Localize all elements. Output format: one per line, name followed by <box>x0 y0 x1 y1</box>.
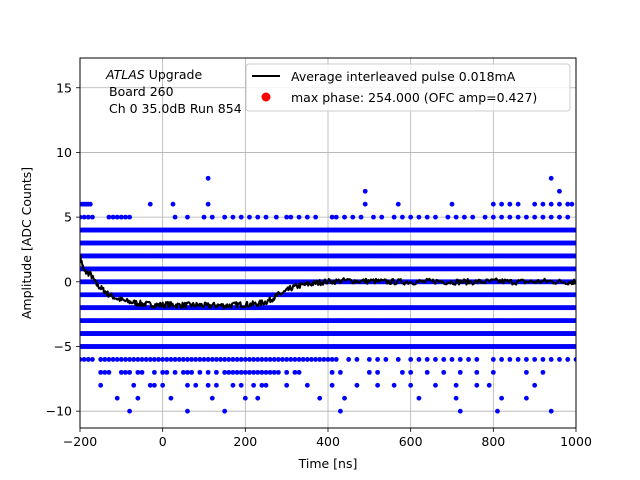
data-point <box>573 266 576 272</box>
data-point <box>573 318 576 324</box>
data-point <box>573 240 576 246</box>
data-point <box>573 292 576 298</box>
data-point <box>573 344 576 349</box>
data-point <box>573 331 576 336</box>
data-point <box>573 305 576 311</box>
data-point <box>573 253 576 259</box>
scatter-series <box>80 175 576 414</box>
